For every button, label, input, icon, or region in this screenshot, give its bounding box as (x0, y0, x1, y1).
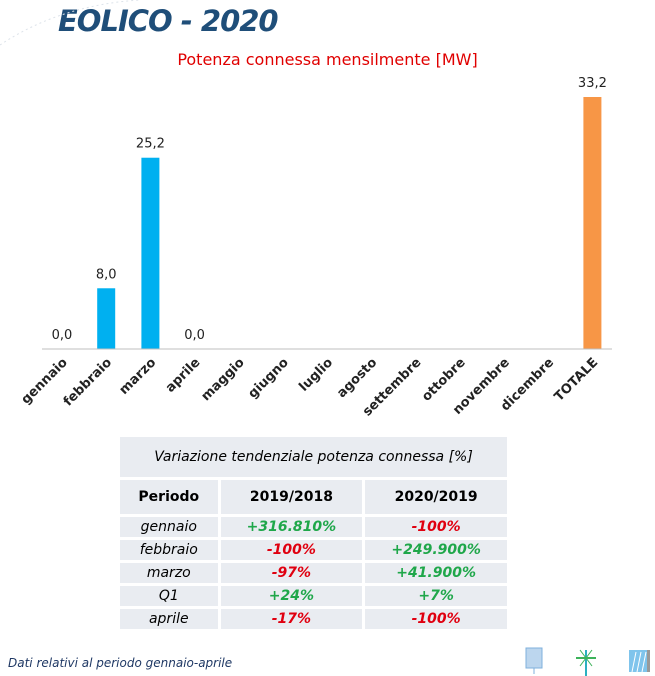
table-row: febbraio -100% +249.900% (117, 537, 510, 563)
x-tick-febbraio: febbraio (61, 355, 115, 409)
hydro-dam-icon (629, 650, 650, 673)
variation-cell: -17% (217, 606, 366, 632)
variation-cell: +41.900% (362, 560, 510, 586)
table-row: gennaio +316.810% -100% (117, 514, 510, 540)
variation-table: Variazione tendenziale potenza connessa … (117, 434, 510, 632)
variation-cell: -100% (362, 514, 510, 540)
header-2020-2019: 2020/2019 (362, 477, 510, 517)
data-label-marzo: 25,2 (136, 137, 165, 152)
variation-cell: +316.810% (217, 514, 366, 540)
wind-turbine-icon (576, 649, 596, 676)
x-tick-maggio: maggio (199, 355, 248, 404)
table-row: Q1 +24% +7% (117, 583, 510, 609)
period-cell: febbraio (117, 537, 221, 563)
period-cell: Q1 (117, 583, 221, 609)
x-tick-luglio: luglio (297, 355, 337, 395)
data-label-gennaio: 0,0 (52, 328, 73, 343)
period-cell: aprile (117, 606, 221, 632)
period-cell: marzo (117, 560, 221, 586)
table-caption: Variazione tendenziale potenza connessa … (117, 434, 510, 480)
x-tick-giugno: giugno (246, 355, 292, 401)
chart-title: Potenza connessa mensilmente [MW] (177, 50, 478, 69)
data-label-aprile: 0,0 (184, 328, 205, 343)
x-tick-marzo: marzo (117, 355, 160, 398)
table-row: aprile -17% -100% (117, 606, 510, 632)
header-periodo: Periodo (117, 477, 221, 517)
x-tick-TOTALE: TOTALE (552, 355, 602, 405)
solar-panel-icon (525, 647, 543, 674)
period-cell: gennaio (117, 514, 221, 540)
variation-cell: +7% (362, 583, 510, 609)
variation-cell: -100% (362, 606, 510, 632)
bar-marzo (141, 157, 160, 349)
decorative-arc (0, 0, 141, 46)
footer-note: Dati relativi al periodo gennaio-aprile (8, 656, 233, 670)
x-tick-agosto: agosto (334, 355, 380, 401)
bar-febbraio (97, 288, 116, 349)
page-title: EOLICO - 2020 (58, 4, 279, 38)
variation-cell: -97% (217, 560, 366, 586)
data-label-febbraio: 8,0 (96, 267, 117, 282)
bar-TOTALE (583, 97, 602, 349)
header-2019-2018: 2019/2018 (217, 477, 366, 517)
data-label-TOTALE: 33,2 (578, 76, 607, 91)
table-row: marzo -97% +41.900% (117, 560, 510, 586)
variation-cell: -100% (217, 537, 366, 563)
x-tick-aprile: aprile (163, 355, 204, 396)
variation-cell: +249.900% (362, 537, 510, 563)
variation-cell: +24% (217, 583, 366, 609)
bar-chart: 0,0gennaio8,0febbraio25,2marzo0,0aprilem… (0, 0, 612, 419)
